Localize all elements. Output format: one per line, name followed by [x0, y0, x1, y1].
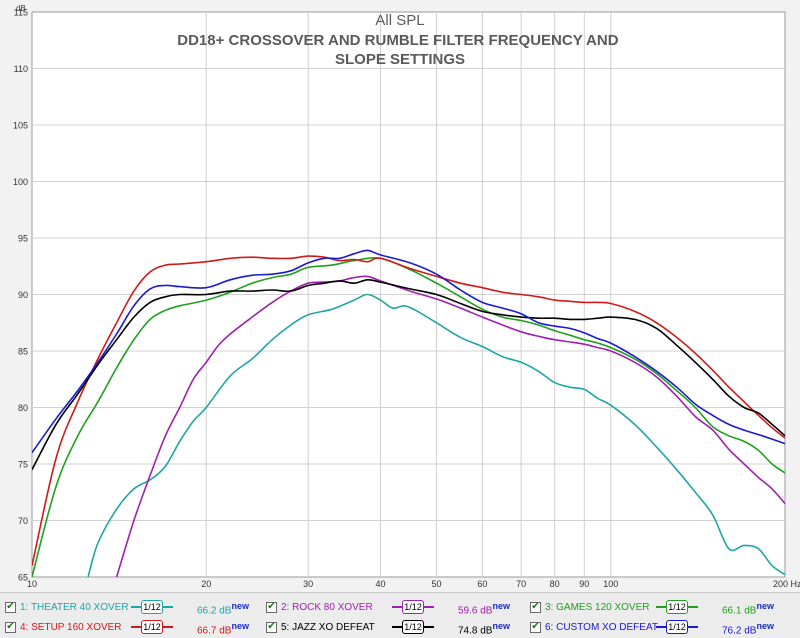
series-visibility-checkbox[interactable]: ✔: [5, 601, 16, 613]
legend-series-name: 3: GAMES 120 XOVER: [545, 601, 650, 613]
new-badge[interactable]: new: [492, 621, 510, 631]
x-tick-label: 40: [375, 579, 385, 589]
series-visibility-checkbox[interactable]: ✔: [530, 621, 541, 633]
series-visibility-checkbox[interactable]: ✔: [5, 621, 16, 633]
smoothing-button[interactable]: 1/12: [402, 620, 424, 634]
y-tick-label: 115: [14, 8, 28, 18]
legend-level-value: 66.7 dB: [197, 625, 232, 637]
legend-item-5: ✔ 5: JAZZ XO DEFEAT 1/12 74.8 dBnew: [266, 617, 528, 637]
smoothing-button[interactable]: 1/12: [141, 600, 163, 614]
chart-subtitle-line-2: SLOPE SETTINGS: [335, 51, 465, 68]
legend-series-name: 5: JAZZ XO DEFEAT: [281, 621, 375, 633]
legend-level: 66.2 dBnew: [197, 601, 249, 616]
series-line-5: [32, 278, 785, 471]
y-tick-label: 110: [14, 64, 28, 74]
smoothing-button[interactable]: 1/12: [666, 620, 688, 634]
y-tick-label: 80: [18, 403, 28, 413]
legend-item-6: ✔ 6: CUSTOM XO DEFEAT 1/12 76.2 dBnew: [530, 617, 792, 637]
chart-title: All SPL: [375, 12, 424, 29]
legend-level-value: 66.2 dB: [197, 605, 232, 617]
series-visibility-checkbox[interactable]: ✔: [530, 601, 541, 613]
legend-level: 66.7 dBnew: [197, 621, 249, 636]
series-line-1: [87, 293, 785, 577]
new-badge[interactable]: new: [756, 621, 774, 631]
x-tick-label: 90: [579, 579, 589, 589]
x-tick-label: 200 Hz: [773, 579, 800, 589]
y-tick-label: 75: [18, 460, 28, 470]
legend-panel: ✔ 1: THEATER 40 XOVER 1/12 66.2 dBnew ✔ 2: RO…: [0, 592, 800, 638]
legend-item-3: ✔ 3: GAMES 120 XOVER 1/12 66.1 dBnew: [530, 597, 792, 617]
smoothing-button[interactable]: 1/12: [402, 600, 424, 614]
y-axis-ticks: 65 70 75 80 85 90 95 100 105 110 115: [13, 8, 28, 583]
smoothing-button[interactable]: 1/12: [666, 600, 688, 614]
chart-subtitle: DD18+ CROSSOVER AND RUMBLE FILTER FREQUE…: [177, 32, 622, 68]
legend-level-value: 66.1 dB: [722, 605, 757, 617]
y-tick-label: 85: [18, 347, 28, 357]
legend-series-name: 4: SETUP 160 XOVER: [20, 621, 122, 633]
x-tick-label: 10: [27, 579, 37, 589]
series-visibility-checkbox[interactable]: ✔: [266, 601, 277, 613]
legend-level: 76.2 dBnew: [722, 621, 774, 636]
legend-level: 66.1 dBnew: [722, 601, 774, 616]
legend-series-name: 2: ROCK 80 XOVER: [281, 601, 373, 613]
y-tick-label: 90: [18, 290, 28, 300]
y-tick-label: 105: [13, 121, 28, 131]
y-axis-label: dB: [16, 4, 26, 13]
legend-item-1: ✔ 1: THEATER 40 XOVER 1/12 66.2 dBnew: [5, 597, 267, 617]
legend-level: 74.8 dBnew: [458, 621, 510, 636]
y-tick-label: 100: [13, 177, 28, 187]
new-badge[interactable]: new: [231, 601, 249, 611]
smoothing-button[interactable]: 1/12: [141, 620, 163, 634]
chart-subtitle-line-1: DD18+ CROSSOVER AND RUMBLE FILTER FREQUE…: [177, 32, 618, 49]
y-tick-label: 70: [18, 516, 28, 526]
y-tick-label: 65: [18, 573, 28, 583]
x-tick-label: 60: [477, 579, 487, 589]
series-layer: [32, 249, 785, 577]
series-line-4: [32, 255, 785, 566]
new-badge[interactable]: new: [492, 601, 510, 611]
new-badge[interactable]: new: [756, 601, 774, 611]
legend-level: 59.6 dBnew: [458, 601, 510, 616]
x-tick-label: 50: [432, 579, 442, 589]
x-axis-ticks: 10 20 30 40 50 60 70 80 90 100 200 Hz: [27, 579, 800, 589]
series-line-6: [32, 249, 785, 454]
series-line-3: [32, 257, 785, 577]
spl-chart: 65 70 75 80 85 90 95 100 105 110 115 10 20 30 40 50 60 7…: [12, 4, 800, 589]
series-visibility-checkbox[interactable]: ✔: [266, 621, 277, 633]
x-tick-label: 20: [201, 579, 211, 589]
legend-level-value: 76.2 dB: [722, 625, 757, 637]
legend-level-value: 59.6 dB: [458, 605, 493, 617]
x-tick-label: 100: [603, 579, 618, 589]
new-badge[interactable]: new: [231, 621, 249, 631]
legend-series-name: 1: THEATER 40 XOVER: [20, 601, 129, 613]
x-tick-label: 80: [550, 579, 560, 589]
legend-level-value: 74.8 dB: [458, 625, 493, 637]
y-tick-label: 95: [18, 234, 28, 244]
legend-item-4: ✔ 4: SETUP 160 XOVER 1/12 66.7 dBnew: [5, 617, 267, 637]
x-tick-label: 30: [303, 579, 313, 589]
series-line-2: [115, 275, 785, 577]
x-tick-label: 70: [516, 579, 526, 589]
legend-series-name: 6: CUSTOM XO DEFEAT: [545, 621, 658, 633]
legend-item-2: ✔ 2: ROCK 80 XOVER 1/12 59.6 dBnew: [266, 597, 528, 617]
